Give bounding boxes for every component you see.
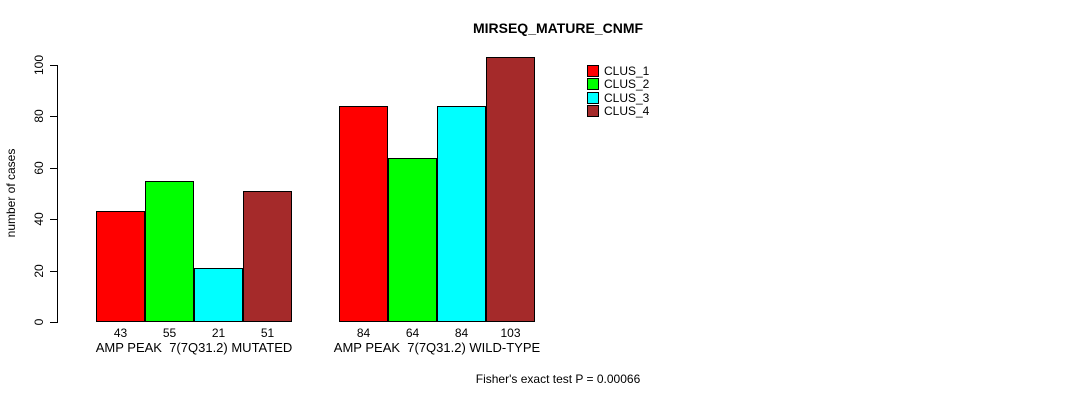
bar-value-CLUS_4-group2: 103	[500, 326, 521, 340]
bar-value-CLUS_1-group1: 43	[113, 326, 128, 340]
bar-CLUS_2-group2	[388, 158, 437, 322]
y-axis-line	[57, 65, 58, 323]
bar-value-CLUS_3-group1: 21	[211, 326, 226, 340]
bar-CLUS_2-group1	[145, 181, 194, 322]
bar-value-CLUS_3-group2: 84	[454, 326, 469, 340]
bar-CLUS_3-group1	[194, 268, 243, 322]
chart-title: MIRSEQ_MATURE_CNMF	[472, 20, 644, 36]
bar-value-CLUS_2-group2: 64	[405, 326, 420, 340]
group-label-1: AMP PEAK 7(7Q31.2) MUTATED	[95, 340, 293, 355]
y-tick-label-0: 0	[32, 318, 46, 326]
y-tick-label-20: 20	[32, 263, 46, 278]
legend-swatch-CLUS_2	[587, 78, 599, 91]
y-tick-mark-100	[50, 65, 57, 66]
y-tick-mark-20	[50, 270, 57, 272]
legend-swatch-CLUS_3	[587, 91, 599, 104]
legend-label-CLUS_1: CLUS_1	[604, 64, 650, 78]
legend-swatch-CLUS_4	[587, 104, 599, 117]
y-tick-mark-60	[50, 167, 57, 169]
y-tick-mark-0	[50, 322, 57, 323]
bar-CLUS_1-group1	[96, 211, 145, 322]
legend-label-CLUS_2: CLUS_2	[604, 77, 650, 92]
bar-CLUS_4-group1	[243, 191, 292, 322]
legend-label-CLUS_3: CLUS_3	[604, 90, 650, 105]
bar-CLUS_1-group2	[339, 106, 388, 322]
fisher-test-annotation: Fisher's exact test P = 0.00066	[475, 372, 641, 386]
bar-CLUS_3-group2	[437, 106, 486, 322]
y-axis-label: number of cases	[4, 148, 18, 238]
bar-value-CLUS_2-group1: 55	[162, 326, 177, 340]
y-tick-mark-80	[50, 116, 57, 118]
y-tick-label-40: 40	[32, 212, 46, 226]
y-tick-label-80: 80	[32, 109, 46, 124]
legend-swatch-CLUS_1	[587, 65, 599, 77]
bar-value-CLUS_4-group1: 51	[260, 326, 275, 340]
group-label-2: AMP PEAK 7(7Q31.2) WILD-TYPE	[333, 340, 541, 355]
bar-value-CLUS_1-group2: 84	[356, 326, 371, 340]
legend-label-CLUS_4: CLUS_4	[604, 103, 650, 118]
y-tick-label-100: 100	[32, 54, 46, 76]
bar-CLUS_4-group2	[486, 57, 535, 322]
y-tick-mark-40	[50, 219, 57, 221]
y-tick-label-60: 60	[32, 161, 46, 175]
